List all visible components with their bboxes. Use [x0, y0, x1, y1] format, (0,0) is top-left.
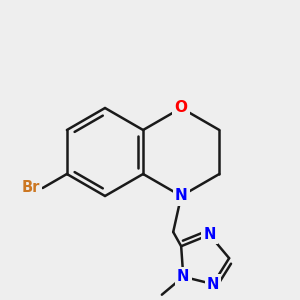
Text: N: N — [175, 188, 188, 203]
Text: N: N — [177, 269, 190, 284]
Text: N: N — [203, 227, 216, 242]
Text: O: O — [175, 100, 188, 116]
Text: N: N — [207, 277, 219, 292]
Text: Br: Br — [22, 181, 40, 196]
